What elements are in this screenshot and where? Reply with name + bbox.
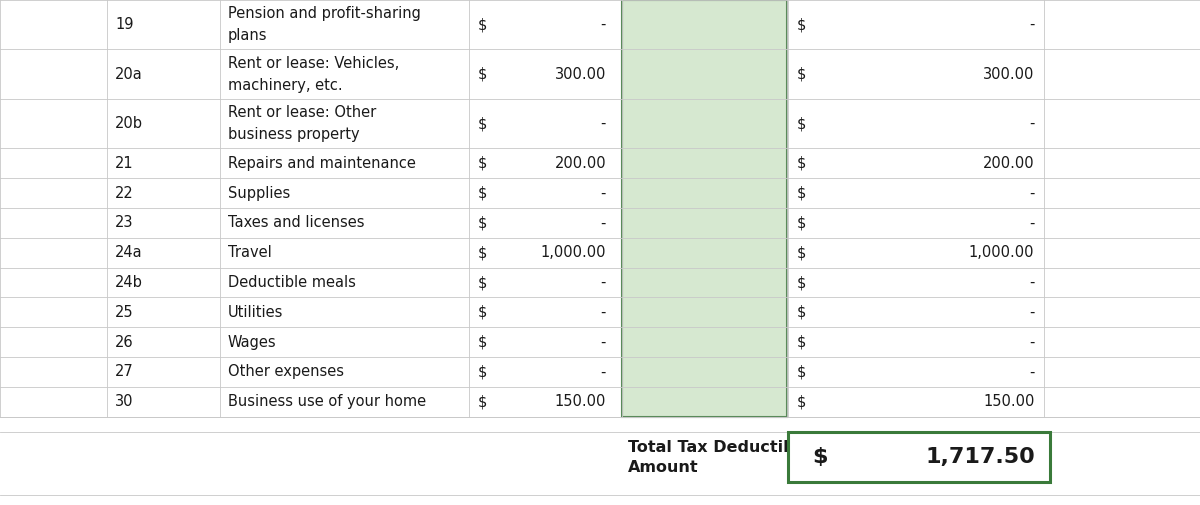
Text: $: $ xyxy=(797,67,806,82)
Text: $: $ xyxy=(478,245,487,260)
Text: -: - xyxy=(1030,17,1034,32)
Text: Supplies: Supplies xyxy=(228,186,290,200)
Text: $: $ xyxy=(478,365,487,379)
Text: Repairs and maintenance: Repairs and maintenance xyxy=(228,156,416,171)
Text: $: $ xyxy=(812,447,828,467)
Text: -: - xyxy=(1030,186,1034,200)
Text: machinery, etc.: machinery, etc. xyxy=(228,78,343,92)
Text: -: - xyxy=(601,365,606,379)
Text: -: - xyxy=(1030,116,1034,131)
Text: $: $ xyxy=(478,394,487,409)
Text: business property: business property xyxy=(228,127,360,142)
Text: -: - xyxy=(1030,365,1034,379)
Text: 20b: 20b xyxy=(115,116,143,131)
Text: $: $ xyxy=(478,275,487,290)
Text: 150.00: 150.00 xyxy=(554,394,606,409)
Text: $: $ xyxy=(797,335,806,349)
Text: 1,717.50: 1,717.50 xyxy=(926,447,1036,467)
Text: Total Tax Deductible: Total Tax Deductible xyxy=(628,440,811,456)
Text: 1,000.00: 1,000.00 xyxy=(540,245,606,260)
Text: 27: 27 xyxy=(115,365,134,379)
Text: 300.00: 300.00 xyxy=(983,67,1034,82)
Text: -: - xyxy=(601,305,606,320)
Text: 20a: 20a xyxy=(115,67,143,82)
Bar xyxy=(622,0,787,417)
Text: $: $ xyxy=(797,394,806,409)
Text: $: $ xyxy=(478,67,487,82)
Text: $: $ xyxy=(797,216,806,230)
Text: $: $ xyxy=(797,275,806,290)
Text: -: - xyxy=(1030,275,1034,290)
Text: 150.00: 150.00 xyxy=(983,394,1034,409)
Text: -: - xyxy=(601,335,606,349)
Text: Wages: Wages xyxy=(228,335,277,349)
Text: 22: 22 xyxy=(115,186,134,200)
Text: 1,000.00: 1,000.00 xyxy=(968,245,1034,260)
Text: Pension and profit-sharing: Pension and profit-sharing xyxy=(228,7,421,21)
Text: Travel: Travel xyxy=(228,245,271,260)
Text: -: - xyxy=(601,17,606,32)
Text: $: $ xyxy=(797,186,806,200)
Text: $: $ xyxy=(797,156,806,171)
Text: 200.00: 200.00 xyxy=(554,156,606,171)
Text: 26: 26 xyxy=(115,335,134,349)
Text: -: - xyxy=(1030,335,1034,349)
Text: 30: 30 xyxy=(115,394,133,409)
Text: $: $ xyxy=(797,305,806,320)
Text: $: $ xyxy=(478,216,487,230)
Text: $: $ xyxy=(797,17,806,32)
Text: 200.00: 200.00 xyxy=(983,156,1034,171)
Text: Utilities: Utilities xyxy=(228,305,283,320)
Text: Amount: Amount xyxy=(628,460,698,475)
Text: 300.00: 300.00 xyxy=(554,67,606,82)
Text: $: $ xyxy=(797,365,806,379)
Text: 25: 25 xyxy=(115,305,134,320)
Text: $: $ xyxy=(478,116,487,131)
Text: $: $ xyxy=(478,156,487,171)
Text: plans: plans xyxy=(228,28,268,43)
Text: Taxes and licenses: Taxes and licenses xyxy=(228,216,365,230)
Text: -: - xyxy=(1030,305,1034,320)
Text: Business use of your home: Business use of your home xyxy=(228,394,426,409)
Text: 19: 19 xyxy=(115,17,133,32)
Text: -: - xyxy=(601,275,606,290)
Text: Other expenses: Other expenses xyxy=(228,365,344,379)
Text: $: $ xyxy=(478,335,487,349)
Text: $: $ xyxy=(478,17,487,32)
Text: 21: 21 xyxy=(115,156,134,171)
Text: $: $ xyxy=(478,305,487,320)
Text: -: - xyxy=(601,216,606,230)
Text: Deductible meals: Deductible meals xyxy=(228,275,356,290)
Text: 24a: 24a xyxy=(115,245,143,260)
Text: $: $ xyxy=(478,186,487,200)
Text: 23: 23 xyxy=(115,216,133,230)
Text: -: - xyxy=(1030,216,1034,230)
Text: $: $ xyxy=(797,245,806,260)
Text: Rent or lease: Vehicles,: Rent or lease: Vehicles, xyxy=(228,56,400,71)
Text: Rent or lease: Other: Rent or lease: Other xyxy=(228,106,377,120)
Text: 24b: 24b xyxy=(115,275,143,290)
Bar xyxy=(788,432,1050,482)
Text: -: - xyxy=(601,116,606,131)
Text: $: $ xyxy=(797,116,806,131)
Text: -: - xyxy=(601,186,606,200)
